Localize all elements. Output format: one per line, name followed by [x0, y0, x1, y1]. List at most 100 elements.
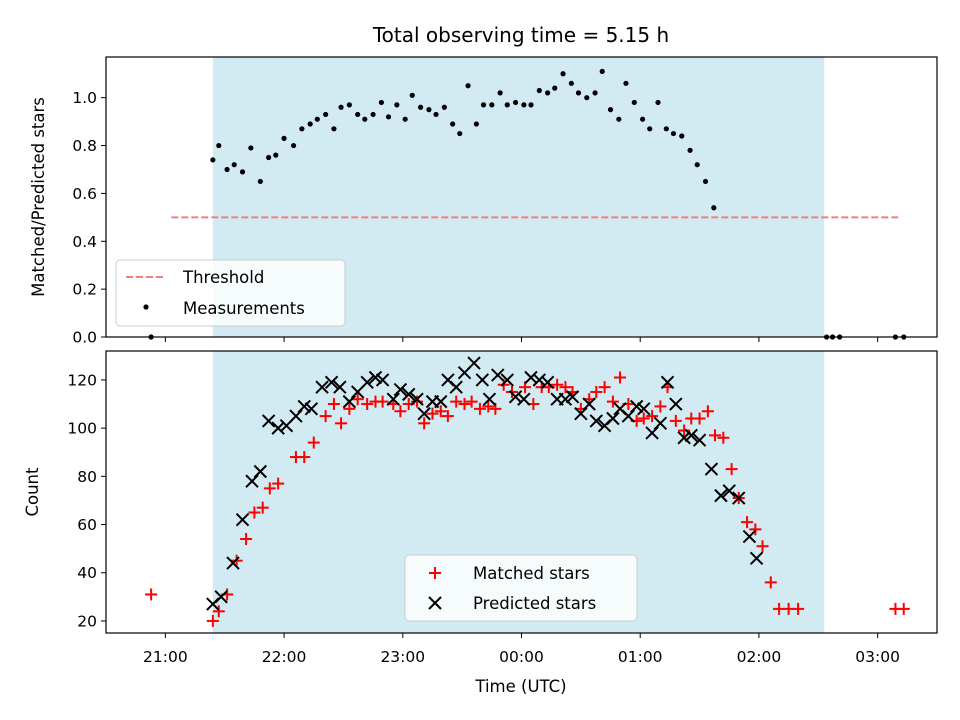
- predicted-star-point: [704, 462, 719, 476]
- predicted-star-point: [669, 397, 683, 411]
- predicted-star-point: [235, 513, 250, 527]
- measurement-point: [545, 90, 551, 96]
- measurement-point: [670, 130, 677, 137]
- predicted-star-point: [637, 402, 651, 416]
- measurements-legend-label: Measurements: [183, 299, 305, 318]
- predicted-star-point: [692, 433, 707, 447]
- ratio-legend: Threshold Measurements: [115, 259, 346, 327]
- matched-star-point: [307, 436, 320, 449]
- ratio-y-tick-label: 0.0: [72, 329, 97, 347]
- ratio-x-ticks: [164, 337, 879, 342]
- predicted-star-point: [582, 397, 596, 411]
- matched-star-point: [394, 405, 407, 418]
- measurement-point: [489, 102, 495, 108]
- measurement-point: [239, 169, 246, 175]
- ratio-y-axis-label: Matched/Predicted stars: [29, 97, 48, 297]
- ratio-y-ticks: 0.0 0.2 0.4 0.6 0.8 1.0: [72, 89, 106, 347]
- measurement-point: [655, 99, 661, 106]
- matched-star-point: [792, 602, 805, 615]
- measurement-point: [450, 121, 456, 127]
- ratio-y-tick-label: 0.4: [72, 233, 97, 251]
- matched-legend-label: Matched stars: [473, 564, 590, 583]
- measurement-point: [711, 205, 717, 211]
- measurement-point: [623, 80, 629, 86]
- predicted-star-point: [417, 406, 431, 421]
- predicted-star-point: [589, 414, 603, 428]
- matched-star-point: [614, 371, 627, 384]
- count-y-tick-label: 20: [77, 612, 97, 630]
- measurement-point: [584, 95, 590, 101]
- ratio-y-tick-label: 0.8: [72, 137, 97, 155]
- measurement-point: [216, 142, 222, 149]
- predicted-star-point: [558, 392, 573, 406]
- measurement-point: [314, 116, 320, 122]
- predicted-star-point: [402, 387, 416, 402]
- matched-star-point: [709, 429, 722, 442]
- matched-star-point: [764, 576, 777, 589]
- count-legend-box: [404, 554, 638, 622]
- count-y-tick-label: 80: [77, 468, 97, 486]
- matched-star-point: [418, 417, 431, 430]
- predicted-star-point: [722, 484, 736, 498]
- matched-star-point: [717, 431, 730, 444]
- matched-legend-swatch: [429, 567, 441, 579]
- count-legend: Matched stars Predicted stars: [404, 554, 638, 622]
- measurement-point: [639, 116, 646, 122]
- chart-title: Total observing time = 5.15 h: [372, 23, 669, 47]
- matched-star-point: [590, 385, 603, 398]
- predicted-star-point: [315, 380, 329, 394]
- measurement-point: [687, 147, 693, 153]
- count-y-tick-label: 100: [67, 420, 97, 438]
- measurement-point: [465, 83, 471, 89]
- measurement-point: [417, 104, 424, 110]
- time-tick-label: 22:00: [262, 648, 307, 666]
- predicted-star-point: [606, 411, 620, 426]
- count-y-ticks: 20 40 60 80 100 120: [67, 371, 106, 630]
- predicted-star-point: [653, 416, 668, 431]
- matched-star-point: [669, 414, 682, 427]
- ratio-y-tick-label: 0.2: [72, 281, 97, 299]
- measurement-point: [355, 111, 361, 118]
- measurement-point: [402, 116, 408, 122]
- matched-star-point: [654, 400, 667, 413]
- predicted-star-point: [500, 373, 514, 387]
- matched-star-point: [212, 605, 225, 618]
- matched-star-point: [551, 378, 564, 391]
- measurement-point: [307, 121, 313, 127]
- matched-star-point: [598, 381, 611, 394]
- measurement-point: [497, 90, 503, 96]
- measurement-point: [616, 116, 622, 122]
- measurement-point: [560, 71, 566, 77]
- measurement-point: [385, 114, 392, 120]
- matched-star-point: [701, 405, 714, 418]
- predicted-star-point: [297, 399, 311, 414]
- predicted-star-point: [508, 390, 523, 404]
- predicted-legend-swatch: [428, 596, 442, 610]
- measurement-point: [702, 178, 709, 185]
- ratio-legend-box: [115, 259, 346, 327]
- predicted-star-point: [214, 590, 228, 604]
- predicted-legend-label: Predicted stars: [473, 594, 596, 613]
- matched-star-point: [637, 412, 650, 425]
- measurement-point: [575, 90, 582, 96]
- matched-star-point: [741, 516, 754, 529]
- matched-star-point: [646, 410, 659, 423]
- measurement-point: [210, 157, 216, 163]
- predicted-star-point: [261, 414, 276, 428]
- predicted-star-point: [742, 529, 757, 544]
- matched-star-point: [450, 395, 463, 408]
- matched-star-point: [351, 393, 364, 406]
- predicted-star-point: [368, 370, 383, 385]
- matched-star-point: [897, 602, 910, 615]
- measurement-point: [552, 85, 558, 91]
- matched-star-point: [458, 398, 471, 411]
- matched-star-point: [256, 501, 269, 514]
- measurement-point: [273, 152, 279, 158]
- measurement-point: [694, 162, 700, 168]
- matched-star-point: [441, 410, 454, 423]
- measurement-point: [331, 126, 337, 132]
- matched-star-point: [335, 417, 348, 430]
- matched-star-point: [678, 424, 691, 437]
- measurement-point: [647, 126, 653, 132]
